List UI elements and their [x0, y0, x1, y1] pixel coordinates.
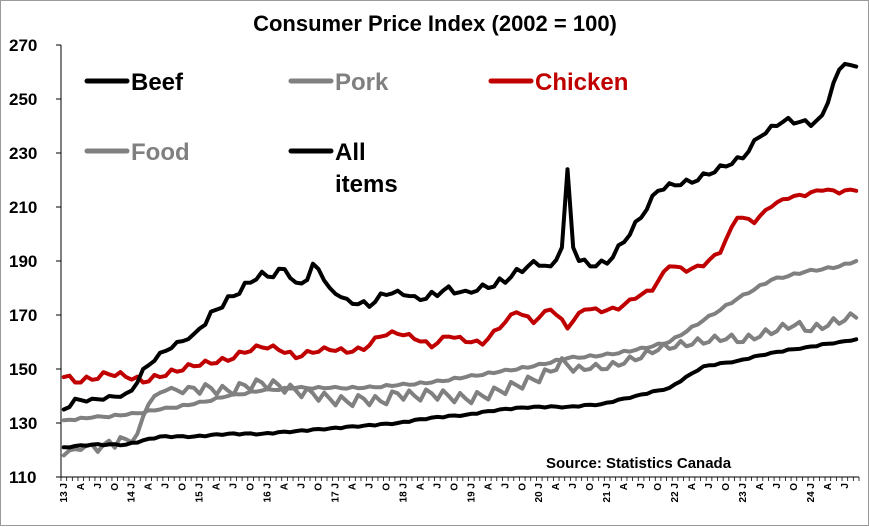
x-tick-label: A [483, 483, 494, 490]
x-tick-label: A [280, 483, 291, 490]
series-line-beef [61, 61, 859, 412]
x-tick-label: A [619, 483, 630, 490]
x-tick-label: O [653, 483, 664, 491]
y-tick-label: 130 [9, 414, 37, 433]
x-tick-label: O [517, 483, 528, 491]
x-tick-label: O [178, 483, 189, 491]
series-layer [61, 61, 859, 458]
x-tick-label: 21 J [602, 483, 613, 502]
legend-label-food: Food [131, 139, 190, 166]
x-tick-label: 20 J [534, 483, 545, 502]
x-tick-label: A [551, 483, 562, 490]
x-tick-label: 16 J [263, 483, 274, 502]
legend-label-chicken: Chicken [535, 69, 628, 96]
x-tick-label: J [93, 483, 104, 489]
x-tick-label: A [687, 483, 698, 490]
x-tick-label: A [144, 483, 155, 490]
x-tick-label: J [704, 483, 715, 489]
x-tick-label: J [500, 483, 511, 489]
x-tick-label: 13 J [59, 483, 70, 502]
y-tick-label: 270 [9, 36, 37, 55]
y-tick-label: 230 [9, 144, 37, 163]
x-tick-label: 14 J [127, 483, 138, 502]
x-tick-label: 24 J [806, 483, 817, 502]
y-tick-label: 110 [9, 468, 36, 487]
x-tick-label: O [585, 483, 596, 491]
x-tick-label: O [246, 483, 257, 491]
series-line-pork [61, 311, 859, 458]
y-tick-label: 170 [9, 306, 37, 325]
x-tick-label: J [297, 483, 308, 489]
x-tick-label: O [314, 483, 325, 491]
y-tick-label: 210 [9, 198, 37, 217]
x-tick-label: O [789, 483, 800, 491]
x-tick-label: 18 J [398, 483, 409, 502]
x-tick-label: 15 J [195, 483, 206, 502]
series-line-chicken [61, 187, 859, 385]
x-tick-label: A [212, 483, 223, 490]
x-tick-label: A [755, 483, 766, 490]
x-tick-label: J [772, 483, 783, 489]
legend-label-pork: Pork [335, 69, 389, 96]
x-tick-label: J [568, 483, 579, 489]
x-tick-label: 17 J [330, 483, 341, 502]
x-tick-label: 22 J [670, 483, 681, 502]
series-line-food [61, 259, 859, 423]
y-tick-label: 250 [9, 90, 37, 109]
x-tick-label: J [229, 483, 240, 489]
x-tick-label: O [449, 483, 460, 491]
x-tick-label: A [76, 483, 87, 490]
x-tick-label: 19 J [466, 483, 477, 502]
x-tick-label: J [161, 483, 172, 489]
x-tick-label: O [381, 483, 392, 491]
series-line-all-items [61, 337, 859, 450]
y-tick-label: 150 [9, 360, 37, 379]
x-tick-label: J [432, 483, 443, 489]
x-tick-label: J [364, 483, 375, 489]
x-tick-label: J [840, 483, 851, 489]
x-tick-label: A [347, 483, 358, 490]
legend: Beef Pork Chicken Food All items [84, 69, 628, 198]
x-tick-label: O [721, 483, 732, 491]
chart-title: Consumer Price Index (2002 = 100) [253, 11, 617, 36]
x-tick-label: A [823, 483, 834, 490]
x-tick-label: O [110, 483, 121, 491]
x-tick-label: J [636, 483, 647, 489]
legend-label-all-items: All items [335, 139, 398, 198]
x-tick-label: A [415, 483, 426, 490]
source-note: Source: Statistics Canada [546, 455, 732, 472]
y-tick-label: 190 [9, 252, 37, 271]
legend-label-beef: Beef [131, 69, 184, 96]
x-tick-label: 23 J [738, 483, 749, 502]
